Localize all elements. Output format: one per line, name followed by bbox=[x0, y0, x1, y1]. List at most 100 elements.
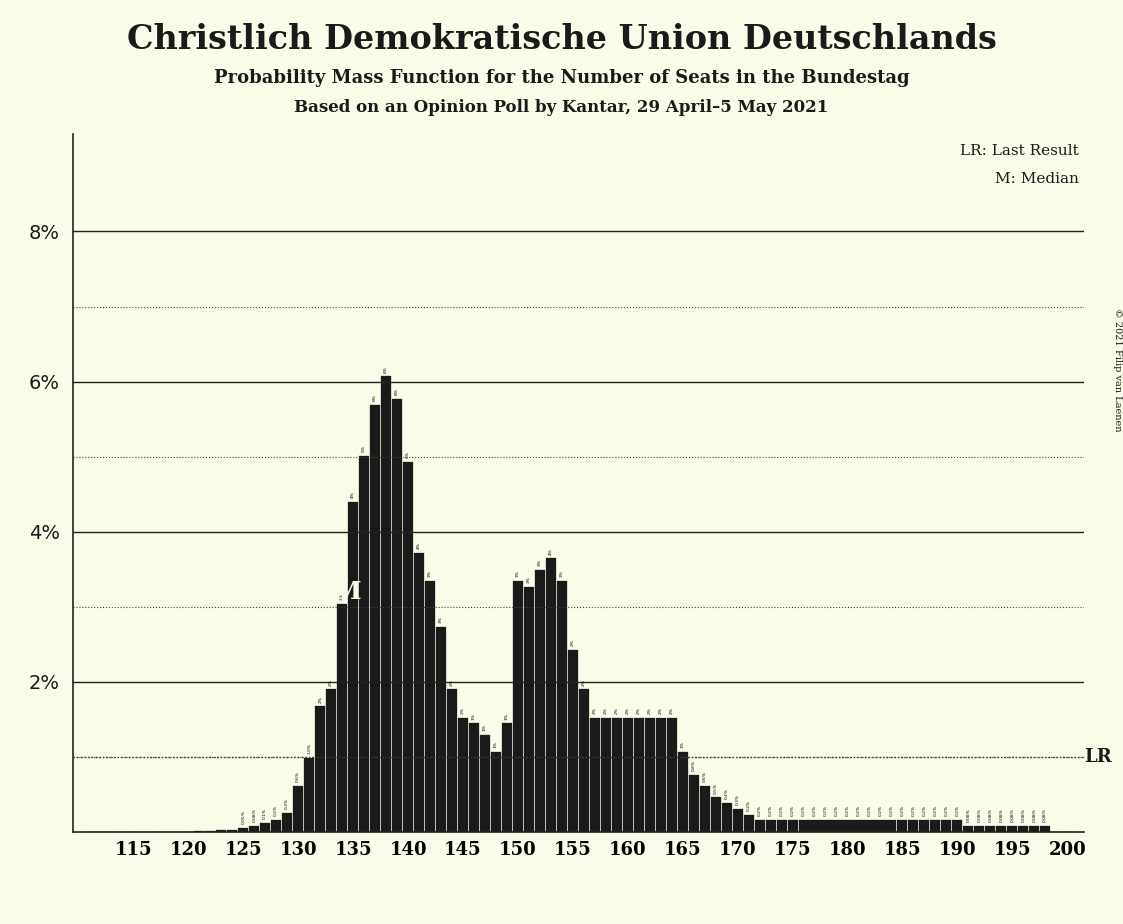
Text: 0.4%: 0.4% bbox=[724, 788, 729, 799]
Text: 0.08%: 0.08% bbox=[1021, 808, 1025, 822]
Text: Based on an Opinion Poll by Kantar, 29 April–5 May 2021: Based on an Opinion Poll by Kantar, 29 A… bbox=[294, 99, 829, 116]
Bar bbox=[227, 830, 237, 832]
Bar bbox=[469, 723, 480, 832]
Text: 1.0%: 1.0% bbox=[308, 743, 311, 754]
Text: 3%: 3% bbox=[340, 593, 344, 601]
Bar bbox=[831, 821, 841, 832]
Bar bbox=[941, 821, 951, 832]
Text: 5%: 5% bbox=[362, 445, 366, 452]
Text: 1%: 1% bbox=[494, 741, 497, 748]
Text: 0.2%: 0.2% bbox=[956, 806, 959, 817]
Bar bbox=[897, 821, 907, 832]
Bar bbox=[633, 718, 643, 832]
Bar bbox=[688, 774, 699, 832]
Bar bbox=[304, 758, 314, 832]
Text: 0.6%: 0.6% bbox=[703, 772, 706, 783]
Text: 0.2%: 0.2% bbox=[944, 806, 948, 817]
Bar bbox=[700, 786, 710, 832]
Bar bbox=[502, 723, 512, 832]
Bar bbox=[590, 718, 600, 832]
Bar bbox=[1007, 826, 1017, 832]
Text: 3%: 3% bbox=[527, 577, 531, 583]
Text: 0.1%: 0.1% bbox=[263, 808, 267, 820]
Text: 0.08%: 0.08% bbox=[977, 808, 982, 822]
Bar bbox=[546, 558, 556, 832]
Bar bbox=[996, 826, 1006, 832]
Bar bbox=[424, 581, 435, 832]
Bar bbox=[909, 821, 919, 832]
Text: 0.2%: 0.2% bbox=[274, 806, 279, 817]
Bar bbox=[810, 821, 820, 832]
Text: 3%: 3% bbox=[538, 559, 542, 566]
Text: 3%: 3% bbox=[439, 616, 442, 623]
Bar bbox=[711, 797, 721, 832]
Bar bbox=[447, 689, 457, 832]
Bar bbox=[480, 735, 490, 832]
Text: 0.05%: 0.05% bbox=[241, 810, 245, 824]
Bar bbox=[886, 821, 896, 832]
Bar bbox=[1040, 826, 1050, 832]
Text: 0.08%: 0.08% bbox=[1011, 808, 1014, 822]
Text: 1%: 1% bbox=[505, 712, 509, 720]
Bar bbox=[513, 581, 523, 832]
Text: 2%: 2% bbox=[659, 707, 663, 714]
Bar bbox=[656, 718, 666, 832]
Text: 4%: 4% bbox=[351, 491, 355, 498]
Bar bbox=[249, 826, 259, 832]
Bar bbox=[1029, 826, 1039, 832]
Text: 2%: 2% bbox=[318, 696, 322, 702]
Text: 3%: 3% bbox=[560, 571, 564, 578]
Text: © 2021 Filip van Laenen: © 2021 Filip van Laenen bbox=[1113, 308, 1122, 432]
Text: 0.2%: 0.2% bbox=[758, 806, 761, 817]
Bar bbox=[568, 650, 578, 832]
Text: 0.2%: 0.2% bbox=[747, 800, 750, 810]
Bar bbox=[952, 821, 962, 832]
Text: 6%: 6% bbox=[395, 388, 399, 395]
Bar bbox=[1019, 826, 1029, 832]
Bar bbox=[865, 821, 875, 832]
Text: 0.08%: 0.08% bbox=[999, 808, 1003, 822]
Bar bbox=[645, 718, 655, 832]
Bar bbox=[722, 803, 732, 832]
Text: 3%: 3% bbox=[428, 571, 432, 578]
Text: 0.2%: 0.2% bbox=[813, 806, 816, 817]
Bar bbox=[667, 718, 677, 832]
Text: 4%: 4% bbox=[549, 548, 553, 554]
Bar bbox=[458, 718, 468, 832]
Bar bbox=[798, 821, 809, 832]
Bar bbox=[523, 587, 533, 832]
Text: Christlich Demokratische Union Deutschlands: Christlich Demokratische Union Deutschla… bbox=[127, 23, 996, 56]
Text: 2%: 2% bbox=[462, 707, 465, 714]
Text: 0.2%: 0.2% bbox=[779, 806, 784, 817]
Text: 2%: 2% bbox=[637, 707, 641, 714]
Bar bbox=[766, 821, 776, 832]
Text: 2%: 2% bbox=[450, 679, 454, 686]
Text: 0.2%: 0.2% bbox=[791, 806, 795, 817]
Bar bbox=[316, 707, 326, 832]
Text: Probability Mass Function for the Number of Seats in the Bundestag: Probability Mass Function for the Number… bbox=[213, 69, 910, 87]
Bar bbox=[876, 821, 886, 832]
Text: M: Median: M: Median bbox=[995, 173, 1078, 187]
Text: 1%: 1% bbox=[483, 724, 487, 731]
Bar bbox=[612, 718, 622, 832]
Bar bbox=[920, 821, 930, 832]
Text: 0.08%: 0.08% bbox=[988, 808, 993, 822]
Text: 4%: 4% bbox=[417, 542, 421, 549]
Text: 5%: 5% bbox=[407, 451, 410, 458]
Bar bbox=[403, 462, 413, 832]
Bar bbox=[578, 689, 588, 832]
Bar bbox=[326, 689, 336, 832]
Bar bbox=[776, 821, 786, 832]
Text: 0.08%: 0.08% bbox=[253, 808, 256, 822]
Text: 2%: 2% bbox=[626, 707, 630, 714]
Bar bbox=[985, 826, 995, 832]
Bar bbox=[261, 823, 271, 832]
Bar bbox=[282, 813, 292, 832]
Text: 6%: 6% bbox=[373, 395, 377, 401]
Bar bbox=[392, 399, 402, 832]
Text: 2%: 2% bbox=[582, 679, 586, 686]
Bar bbox=[930, 821, 940, 832]
Text: LR: LR bbox=[1084, 748, 1112, 766]
Text: 6%: 6% bbox=[384, 366, 389, 372]
Text: 0.08%: 0.08% bbox=[1043, 808, 1048, 822]
